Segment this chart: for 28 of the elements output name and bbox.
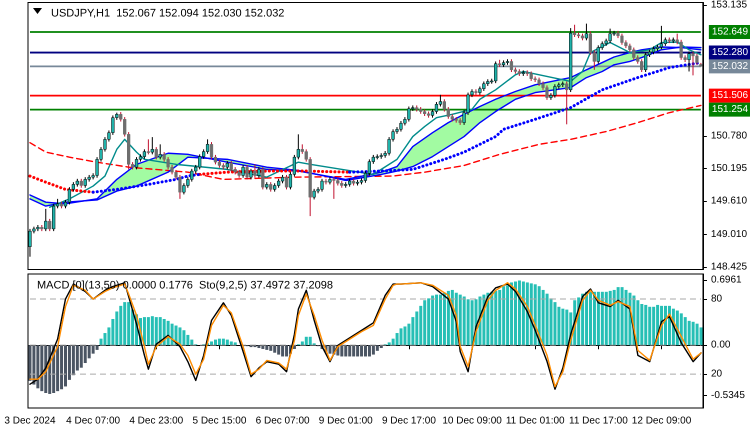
ref-line-label: 151.506	[712, 90, 748, 102]
y-tick-label: 149.610	[710, 196, 748, 207]
y-tick-label: 0.6961	[711, 274, 742, 286]
x-tick-label: 10 Dec 09:00	[442, 416, 502, 426]
y-tick-label: 0.00	[711, 340, 731, 351]
x-tick-label: 6 Dec 07:00	[256, 416, 310, 426]
y-tick-label: -0.5345	[711, 390, 746, 401]
x-tick-label: 12 Dec 09:00	[632, 416, 692, 426]
x-tick-label: 4 Dec 07:00	[66, 416, 121, 426]
x-tick-label: 4 Dec 23:00	[129, 416, 184, 426]
y-tick-label: 149.010	[710, 228, 748, 240]
ref-line-label: 151.254	[712, 104, 748, 116]
y2-tick-label: 80	[711, 294, 723, 305]
x-tick-label: 3 Dec 2024	[4, 416, 56, 426]
x-tick-label: 5 Dec 15:00	[192, 416, 247, 426]
x-tick-label: 11 Dec 17:00	[569, 416, 628, 426]
y2-tick-label: 20	[711, 368, 723, 380]
ref-line-label: 152.280	[712, 47, 748, 58]
y-tick-label: 150.780	[710, 130, 748, 142]
chart-title: USDJPY,H1 152.067 152.094 152.030 152.032	[51, 8, 284, 20]
ref-line-label: 152.649	[712, 26, 748, 38]
x-tick-label: 11 Dec 01:00	[506, 416, 566, 426]
x-tick-label: 9 Dec 01:00	[318, 416, 374, 426]
x-tick-label: 9 Dec 17:00	[382, 416, 436, 426]
ref-line-label: 152.032	[712, 60, 748, 72]
y-tick-label: 150.195	[710, 163, 748, 174]
y-tick-label: 148.425	[710, 262, 748, 273]
y-tick-label: 153.135	[710, 0, 748, 10]
